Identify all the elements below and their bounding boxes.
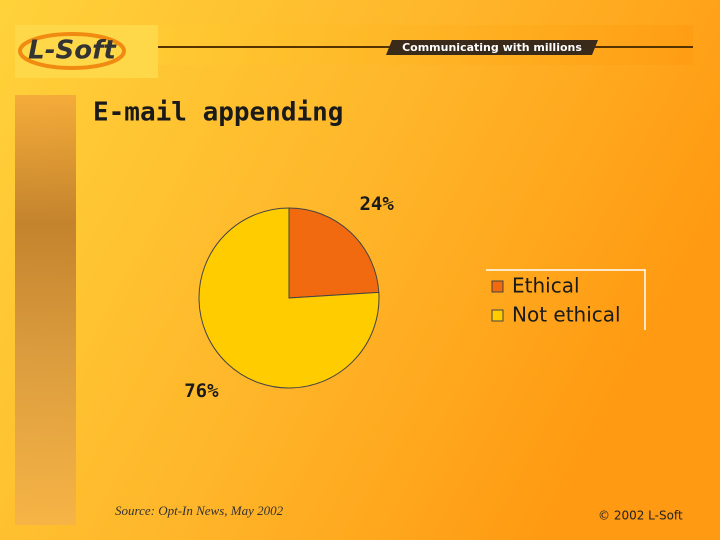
pie: 24% 76% [184, 193, 394, 402]
value-label: 76% [184, 380, 219, 402]
pie-slice [198, 207, 380, 389]
chart-title: E-mail appending [93, 98, 343, 128]
value-label: 24% [359, 193, 394, 215]
legend-frame [486, 269, 646, 330]
photo-strip [15, 95, 76, 525]
logo-swoosh [18, 32, 126, 70]
legend-label: Not ethical [512, 303, 621, 327]
tagline: Communicating with millions [402, 41, 582, 54]
tagline-pill [386, 40, 598, 55]
legend: Ethical Not ethical [491, 274, 621, 327]
source: Source: Opt-In News, May 2002 [115, 503, 284, 518]
copyright: © 2002 L-Soft [598, 509, 683, 523]
legend-label: Ethical [512, 274, 580, 298]
legend-swatch [491, 309, 504, 322]
logo: L-Soft [28, 36, 117, 66]
legend-swatch [491, 280, 504, 293]
pie-slice [288, 207, 380, 299]
